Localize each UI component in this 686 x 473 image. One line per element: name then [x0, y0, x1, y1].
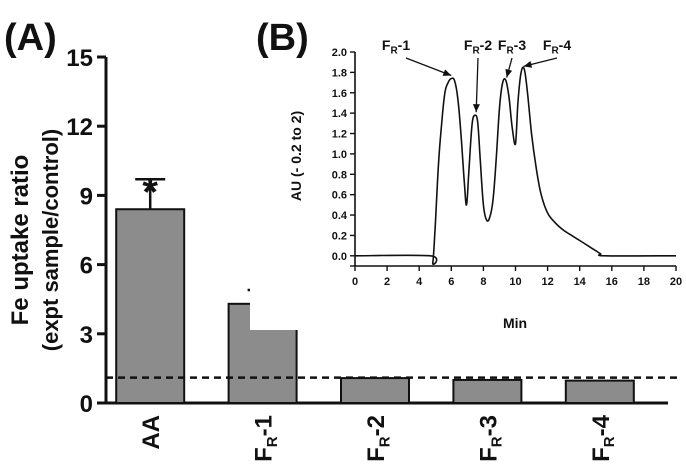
panel-b-x-tick-label-7: 14: [574, 276, 587, 288]
panel-a-bar-2: [340, 377, 410, 405]
panel-b-y-tick-label-5: 0.8: [332, 169, 347, 181]
panel-b-y-tick-label-2: 0.2: [332, 230, 347, 242]
panel-b-x-tick-label-0: 0: [352, 276, 358, 288]
panel-b-axes: 0.0 0.2 0.4 0.6 0.8 1.0 1.2 1.4 1.6 1.8 2.0 0 2 4 6 8 10…: [332, 47, 682, 288]
panel-a-bar-4: [564, 379, 635, 405]
panel-a-bar-3: [452, 378, 523, 404]
panel-b-peak-label-0: FR-1: [382, 37, 410, 57]
panel-a-category-label-0: AA: [138, 415, 165, 450]
panel-a-y-tick-label-5: 15: [66, 45, 93, 72]
panel-b-y-tick-label-1: 0.0: [332, 251, 347, 263]
panel-a-category-label-3: FR-3: [475, 415, 505, 462]
panel-a-label: (A): [4, 17, 57, 59]
panel-a-category-label-1: FR-1: [251, 415, 281, 462]
panel-b-line-chart: (B) AU (- 0.2 to 2) Min 0.0 0.2 0.4 0.6 0.8 1…: [250, 0, 686, 331]
panel-a-category-text-2: FR-2: [363, 415, 393, 462]
panel-b-peak-labels: FR-1 FR-2 FR-3 FR-4: [382, 37, 571, 113]
panel-b-peak-label-2: FR-3: [498, 37, 526, 57]
panel-a-significance-mark-0: *: [142, 170, 158, 214]
panel-b-x-tick-label-5: 10: [509, 276, 521, 288]
panel-b-peak-arrowhead-2: [505, 68, 513, 78]
panel-a-category-label-4: FR-4: [588, 414, 618, 462]
panel-b-x-tick-label-9: 18: [638, 276, 650, 288]
panel-a-y-tick-label-1: 3: [80, 322, 93, 349]
panel-a-y-axis-title-line1: Fe uptake ratio: [7, 155, 34, 326]
panel-b-y-tick-label-10: 1.8: [332, 67, 347, 79]
panel-b-y-tick-label-8: 1.4: [332, 108, 348, 120]
panel-b-peak-label-group-3: FR-4: [543, 37, 571, 57]
panel-a-y-tick-label-4: 12: [66, 114, 93, 141]
panel-a-bar-0: [115, 208, 186, 404]
panel-a-bars: **: [106, 170, 678, 405]
panel-b-peak-arrow-1: [475, 57, 479, 113]
panel-b-trace: [354, 66, 677, 265]
panel-b-x-tick-label-8: 16: [606, 276, 618, 288]
panel-b-peak-label-3: FR-4: [543, 37, 571, 57]
panel-b-y-tick-label-4: 0.6: [332, 190, 347, 202]
panel-b-x-tick-label-6: 12: [541, 276, 553, 288]
panel-b-backdrop: [250, 0, 686, 330]
panel-b-x-tick-label-4: 8: [480, 276, 486, 288]
panel-b-peak-arrowhead-0: [442, 69, 452, 76]
panel-b-x-tick-label-1: 2: [384, 276, 390, 288]
panel-a-category-text-4: FR-4: [588, 414, 618, 462]
panel-b-trace-line-0: [354, 66, 677, 265]
panel-a-category-text-3: FR-3: [475, 415, 505, 462]
panel-a-y-tick-label-3: 9: [80, 183, 93, 210]
panel-b-peak-label-group-1: FR-2: [464, 37, 492, 57]
panel-b-x-tick-label-3: 6: [448, 276, 454, 288]
panel-b-label: (B): [256, 17, 309, 59]
panel-b-y-tick-label-11: 2.0: [332, 47, 347, 59]
panel-a-y-axis-title-line2: (expt sample/control): [38, 129, 63, 351]
panel-b-x-tick-label-10: 20: [670, 276, 682, 288]
panel-b-y-tick-label-7: 1.2: [332, 129, 347, 141]
panel-b-peak-label-group-2: FR-3: [498, 37, 526, 57]
panel-b-peak-label-1: FR-2: [464, 37, 492, 57]
panel-b-peak-label-group-0: FR-1: [382, 37, 410, 57]
panel-b-y-tick-label-6: 1.0: [332, 149, 347, 161]
panel-b-peak-arrowhead-1: [472, 104, 480, 113]
panel-a-bar-chart: (A) Fe uptake ratio (expt sample/control…: [4, 17, 678, 462]
panel-b-peak-arrow-0: [405, 57, 452, 77]
panel-a-category-labels: AA FR-1 FR-2 FR-3 FR-4: [138, 414, 618, 462]
panel-b-y-tick-label-3: 0.4: [332, 210, 348, 222]
panel-b-y-axis-title: AU (- 0.2 to 2): [288, 111, 304, 201]
panel-a-y-axis-title: Fe uptake ratio (expt sample/control): [7, 129, 63, 351]
panel-b-y-tick-label-9: 1.6: [332, 88, 347, 100]
panel-b-x-axis-title: Min: [503, 315, 527, 331]
panel-b-peak-arrowhead-3: [523, 60, 533, 68]
panel-a-y-tick-label-2: 6: [80, 253, 93, 280]
panel-a-category-label-2: FR-2: [363, 415, 393, 462]
panel-a-category-text-1: FR-1: [251, 415, 281, 462]
panel-a-y-tick-label-0: 0: [80, 391, 93, 418]
panel-a-category-text-0: AA: [138, 415, 165, 450]
panel-b-x-tick-label-2: 4: [416, 276, 423, 288]
